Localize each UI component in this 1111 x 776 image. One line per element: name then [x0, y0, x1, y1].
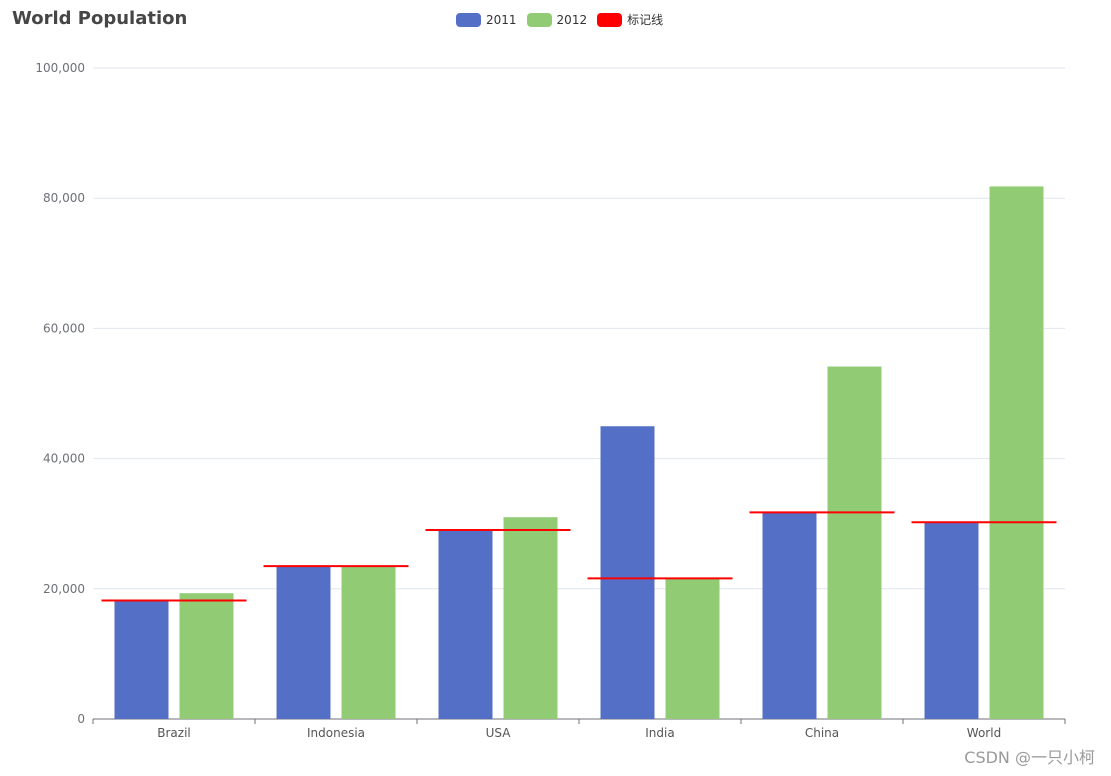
x-tick-label: China: [805, 726, 839, 740]
legend-label-2012: 2012: [556, 12, 588, 27]
x-tick-label: Brazil: [157, 726, 191, 740]
bar-2011-china: [762, 512, 817, 719]
y-tick-label: 100,000: [35, 61, 85, 75]
bar-2012-usa: [503, 517, 558, 719]
y-tick-label: 40,000: [43, 452, 85, 466]
y-tick-label: 80,000: [43, 191, 85, 205]
x-tick-label: India: [645, 726, 674, 740]
bar-2011-indonesia: [276, 566, 331, 719]
bar-2012-india: [665, 578, 720, 719]
watermark: CSDN @一只小柯: [964, 748, 1095, 767]
y-tick-label: 0: [77, 712, 85, 726]
bar-2012-china: [827, 366, 882, 719]
chart-title: World Population: [12, 8, 188, 29]
x-tick-label: Indonesia: [307, 726, 365, 740]
legend-item-2012[interactable]: 2012: [526, 12, 588, 27]
legend-swatch-2011: [456, 12, 481, 27]
legend: 2011 2012 标记线: [456, 11, 673, 28]
legend-item-marker-line[interactable]: 标记线: [597, 11, 663, 28]
bar-2012-world: [989, 186, 1044, 720]
bar-2011-world: [924, 522, 979, 719]
bar-2012-indonesia: [341, 566, 396, 719]
y-tick-label: 60,000: [43, 321, 85, 335]
bar-2012-brazil: [179, 593, 234, 719]
x-tick-label: World: [967, 726, 1001, 740]
legend-swatch-marker-line: [597, 12, 623, 27]
bar-2011-india: [600, 426, 655, 719]
bar-2011-brazil: [114, 600, 169, 719]
y-tick-label: 20,000: [43, 582, 85, 596]
legend-swatch-2012: [526, 12, 552, 27]
bar-2011-usa: [438, 529, 493, 719]
x-tick-label: USA: [486, 726, 512, 740]
legend-label-marker-line: 标记线: [627, 13, 664, 27]
legend-item-2011[interactable]: 2011: [456, 12, 517, 27]
legend-label-2011: 2011: [486, 12, 517, 27]
